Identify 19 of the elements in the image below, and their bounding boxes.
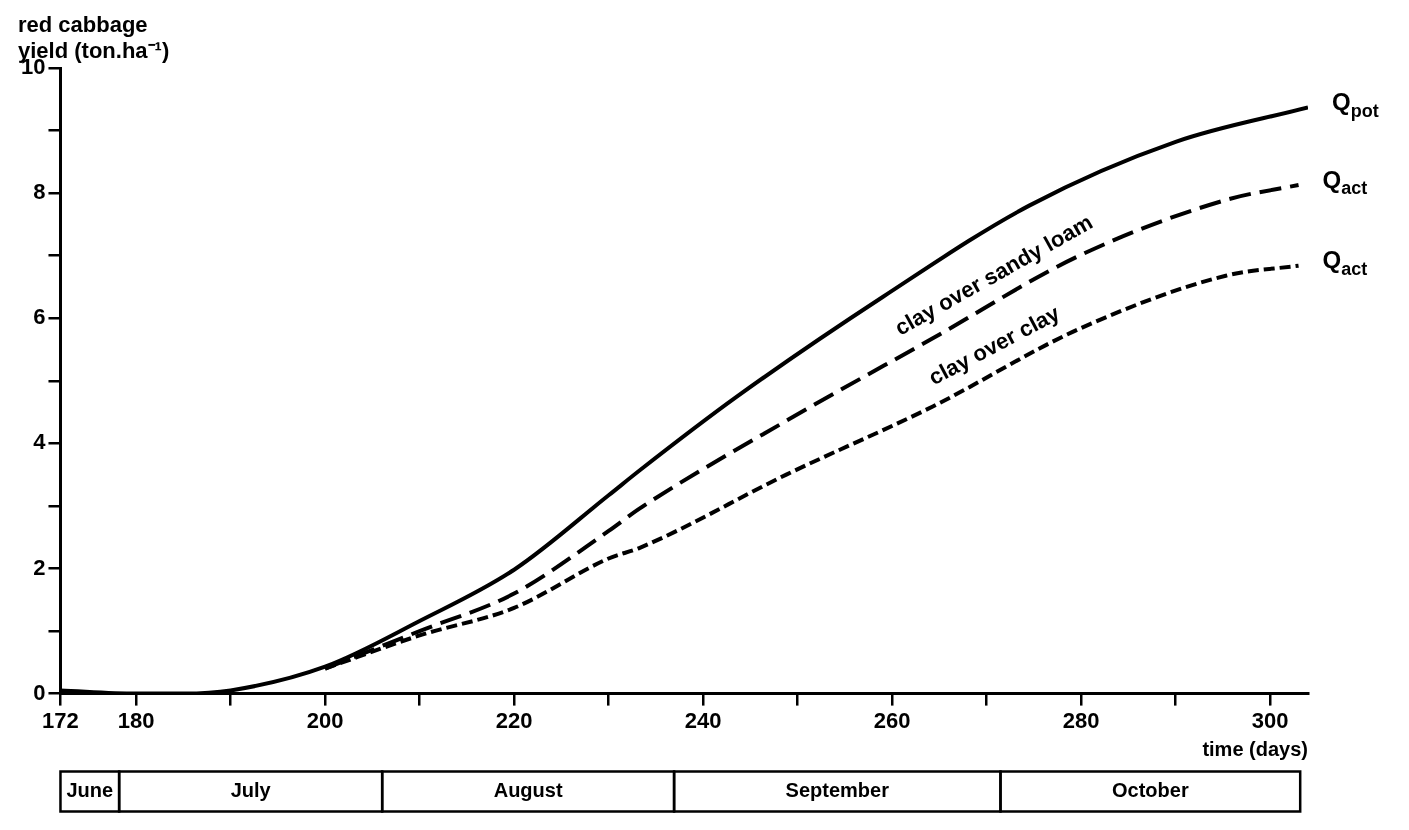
x-tick-label: 240 (684, 707, 722, 733)
x-tick-label: 180 (117, 707, 155, 733)
y-tick-label: 6 (33, 304, 46, 330)
text: August (493, 779, 563, 802)
x-tick-label: 300 (1251, 707, 1289, 733)
text: June (66, 779, 114, 802)
y-tick-label: 4 (33, 429, 47, 455)
x-tick-label: 200 (306, 707, 344, 733)
y-tick-label: 2 (33, 554, 46, 580)
y-tick-label: 8 (33, 179, 46, 205)
x-tick-label: 220 (495, 707, 533, 733)
x-tick-label: 172 (42, 707, 79, 733)
text: July (230, 779, 272, 802)
x-tick-label: 280 (1062, 707, 1100, 733)
x-tick-label: 260 (873, 707, 911, 733)
x-axis-title: time (days) (1202, 737, 1308, 760)
text: September (785, 779, 890, 802)
y-tick-label: 0 (33, 679, 46, 705)
text: October (1112, 779, 1189, 802)
